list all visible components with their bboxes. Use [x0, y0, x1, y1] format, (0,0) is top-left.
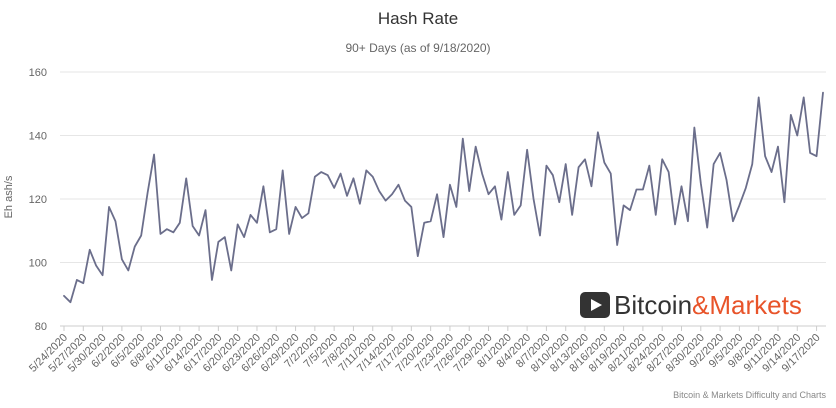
y-tick-label: 100	[29, 258, 47, 270]
chart-title: Hash Rate	[378, 9, 458, 28]
y-tick-label: 80	[35, 321, 47, 333]
brand-watermark: Bitcoin&Markets	[580, 290, 802, 320]
y-tick-label: 120	[29, 194, 47, 206]
brand-part-bitcoin: Bitcoin	[614, 290, 692, 320]
chart-credits: Bitcoin & Markets Difficulty and Charts	[673, 390, 826, 400]
gridlines	[60, 71, 826, 263]
play-triangle-icon	[591, 299, 602, 311]
brand-logo-text: Bitcoin&Markets	[614, 290, 802, 320]
y-axis-label: Eh ash/s	[3, 175, 15, 218]
y-axis-ticks: 80 100 120 140 160	[29, 67, 47, 333]
brand-part-markets: &Markets	[692, 290, 802, 320]
x-axis-ticks: 5/24/20205/27/20205/30/20206/2/20206/5/2…	[27, 326, 823, 375]
chart-subtitle: 90+ Days (as of 9/18/2020)	[345, 41, 490, 55]
y-tick-label: 140	[29, 131, 47, 143]
y-tick-label: 160	[29, 67, 47, 79]
hash-rate-series-line	[63, 91, 824, 304]
